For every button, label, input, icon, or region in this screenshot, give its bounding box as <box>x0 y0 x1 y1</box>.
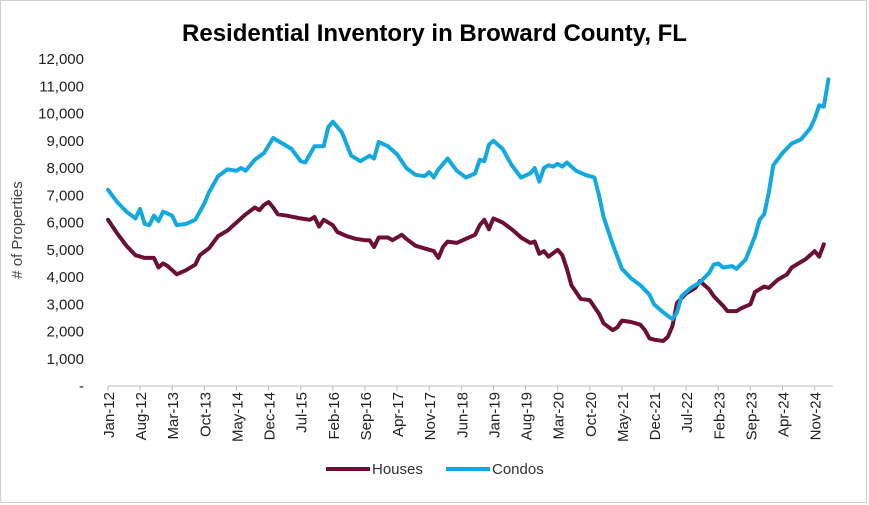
legend-label-houses: Houses <box>372 461 423 478</box>
y-axis-ticks: - 1,000 2,000 3,000 4,000 5,000 6,000 7,000 8,00… <box>38 51 84 395</box>
x-tick-label: Sep-23 <box>743 392 760 440</box>
x-tick-label: Nov-24 <box>808 392 825 440</box>
legend: Houses Condos <box>326 461 544 478</box>
x-tick-label: Oct-13 <box>197 392 214 437</box>
x-tick-label: Dec-14 <box>262 392 279 440</box>
y-tick-label: 3,000 <box>46 296 84 313</box>
x-tick-label: Dec-21 <box>647 392 664 440</box>
y-tick-label: 6,000 <box>46 215 84 232</box>
chart-title: Residential Inventory in Broward County,… <box>182 20 687 47</box>
x-tick-label: Aug-12 <box>133 392 150 440</box>
x-tick-label: Jan-19 <box>486 392 503 438</box>
y-tick-label: 1,000 <box>46 351 84 368</box>
x-tick-label: Sep-16 <box>358 392 375 440</box>
x-tick-label: Apr-17 <box>390 392 407 437</box>
series-line-houses <box>106 200 826 343</box>
y-tick-label: 5,000 <box>46 242 84 259</box>
x-tick-label: Oct-20 <box>583 392 600 437</box>
series-line-condos <box>106 77 831 322</box>
x-tick-label: Apr-24 <box>776 392 793 437</box>
x-axis: Jan-12 Aug-12 Mar-13 Oct-13 May-14 Dec-14 Jul-… <box>101 385 833 442</box>
y-tick-label: - <box>79 378 84 395</box>
x-tick-label: Jul-22 <box>679 392 696 433</box>
x-tick-label: Jan-12 <box>101 392 118 438</box>
x-tick-label: May-14 <box>229 392 246 442</box>
y-tick-label: 10,000 <box>38 106 84 123</box>
y-tick-label: 4,000 <box>46 269 84 286</box>
y-tick-label: 9,000 <box>46 133 84 150</box>
legend-label-condos: Condos <box>492 461 544 478</box>
y-tick-label: 12,000 <box>38 51 84 68</box>
y-tick-label: 11,000 <box>39 78 84 95</box>
x-tick-label: Jun-18 <box>454 392 471 438</box>
y-tick-label: 2,000 <box>46 324 84 341</box>
x-tick-label: Mar-20 <box>551 392 568 440</box>
x-tick-label: Nov-17 <box>422 392 439 440</box>
x-tick-label: Feb-16 <box>326 392 343 440</box>
x-tick-label: Feb-23 <box>711 392 728 440</box>
y-tick-label: 7,000 <box>46 187 84 204</box>
x-tick-label: Jul-15 <box>294 392 311 433</box>
y-tick-label: 8,000 <box>46 160 84 177</box>
series-layer <box>106 77 831 343</box>
y-axis-title: # of Properties <box>9 181 26 279</box>
x-tick-label: Mar-13 <box>165 392 182 440</box>
x-tick-label: Aug-19 <box>519 392 536 440</box>
x-tick-label: May-21 <box>615 392 632 442</box>
y-axis-title-group: # of Properties <box>9 181 26 279</box>
